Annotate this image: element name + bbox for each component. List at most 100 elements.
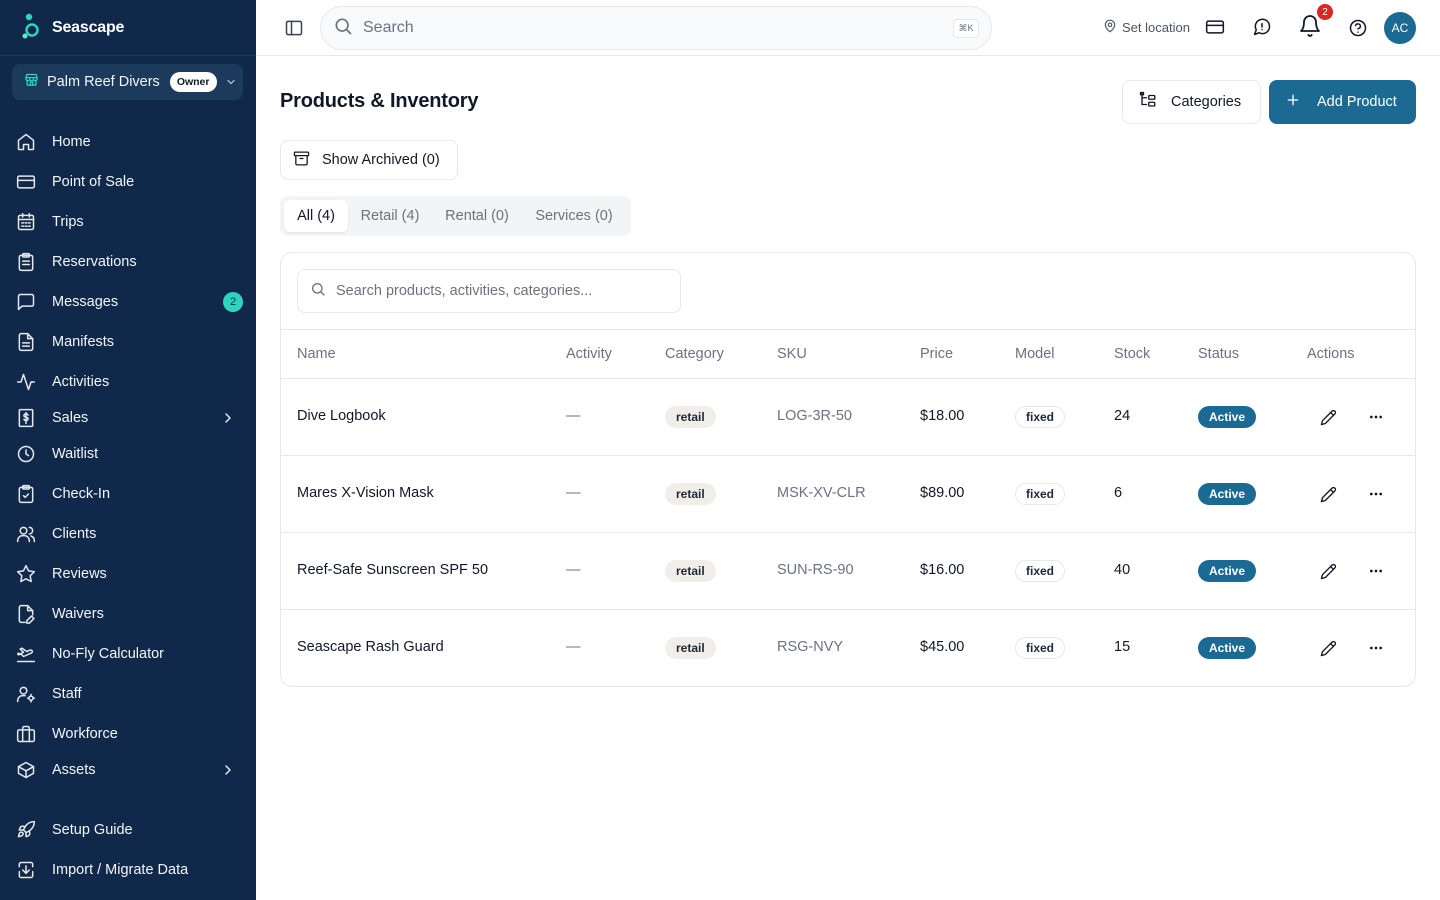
tab-retail[interactable]: Retail (4) (360, 208, 420, 224)
product-activity: — (566, 639, 581, 655)
add-product-label: Add Product (1317, 94, 1397, 110)
more-horizontal-icon[interactable] (1367, 408, 1385, 426)
org-switcher[interactable]: Palm Reef Divers Owner (12, 64, 243, 100)
set-location-button[interactable]: Set location (1103, 19, 1190, 36)
sidebar-item-reviews[interactable]: Reviews (0, 556, 256, 592)
more-horizontal-icon[interactable] (1367, 485, 1385, 503)
product-sku: MSK-XV-CLR (777, 485, 866, 501)
file-signature-icon (16, 604, 36, 624)
status-badge: Active (1198, 406, 1257, 428)
receipt-icon (16, 408, 36, 428)
column-header-model[interactable]: Model (1015, 346, 1055, 362)
product-stock: 40 (1114, 562, 1131, 578)
more-horizontal-icon[interactable] (1367, 639, 1385, 657)
sidebar-item-label: Reservations (52, 254, 137, 270)
help-circle-icon[interactable] (1348, 18, 1368, 43)
sidebar-item-messages[interactable]: Messages 2 (0, 284, 256, 320)
column-header-name[interactable]: Name (297, 346, 336, 362)
import-icon (16, 860, 36, 880)
sidebar-item-check-in[interactable]: Check-In (0, 476, 256, 512)
sidebar-item-label: Check-In (52, 486, 111, 502)
column-header-sku[interactable]: SKU (777, 346, 807, 362)
category-badge: retail (665, 406, 716, 428)
sidebar-item-clients[interactable]: Clients (0, 516, 256, 552)
table-row[interactable]: Mares X-Vision Mask — retail MSK-XV-CLR … (281, 456, 1415, 533)
sidebar-item-waivers[interactable]: Waivers (0, 596, 256, 632)
product-search-input[interactable]: Search products, activities, categories.… (297, 269, 681, 313)
product-sku: RSG-NVY (777, 639, 844, 655)
product-activity: — (566, 485, 581, 501)
sidebar-item-label: Staff (52, 686, 82, 702)
sidebar-item-home[interactable]: Home (0, 124, 256, 160)
column-header-stock[interactable]: Stock (1114, 346, 1151, 362)
product-search-placeholder: Search products, activities, categories.… (336, 283, 593, 299)
edit-pencil-icon[interactable] (1319, 485, 1337, 503)
sidebar-item-label: Clients (52, 526, 97, 542)
sidebar-item-reservations[interactable]: Reservations (0, 244, 256, 280)
edit-pencil-icon[interactable] (1319, 408, 1337, 426)
global-search-input[interactable]: Search ⌘K (320, 6, 992, 50)
folder-tree-icon (1139, 91, 1157, 113)
search-placeholder: Search (363, 19, 414, 36)
chevron-right-icon (220, 762, 236, 782)
product-price: $18.00 (920, 408, 965, 424)
sidebar-item-trips[interactable]: Trips (0, 204, 256, 240)
home-icon (16, 132, 36, 152)
column-header-activity[interactable]: Activity (566, 346, 612, 362)
categories-button[interactable]: Categories (1122, 80, 1261, 124)
show-archived-button[interactable]: Show Archived (0) (280, 140, 458, 180)
activity-icon (16, 372, 36, 392)
sidebar-item-staff[interactable]: Staff (0, 676, 256, 712)
credit-card-icon[interactable] (1205, 17, 1225, 42)
table-header: Name Activity Category SKU Price Model S… (281, 329, 1415, 379)
brand-name: Seascape (52, 19, 125, 36)
tab-services[interactable]: Services (0) (535, 208, 613, 224)
model-badge: fixed (1015, 406, 1066, 428)
shortcut-hint: ⌘K (953, 19, 979, 38)
column-header-category[interactable]: Category (665, 346, 724, 362)
sidebar-divider (0, 55, 256, 56)
edit-pencil-icon[interactable] (1319, 639, 1337, 657)
add-product-button[interactable]: Add Product (1269, 80, 1416, 124)
sidebar-item-label: Assets (52, 762, 96, 778)
user-cog-icon (16, 684, 36, 704)
edit-pencil-icon[interactable] (1319, 562, 1337, 580)
tab-all[interactable]: All (4) (284, 200, 348, 232)
bell-icon[interactable] (1298, 14, 1322, 43)
product-activity: — (566, 562, 581, 578)
sidebar-item-manifests[interactable]: Manifests (0, 324, 256, 360)
tab-rental[interactable]: Rental (0) (445, 208, 509, 224)
product-name: Dive Logbook (297, 408, 386, 424)
column-header-price[interactable]: Price (920, 346, 954, 362)
more-horizontal-icon[interactable] (1367, 562, 1385, 580)
sidebar-item-assets[interactable]: Assets (0, 752, 256, 788)
star-icon (16, 564, 36, 584)
set-location-label: Set location (1122, 20, 1190, 35)
sidebar-item-sales[interactable]: Sales (0, 400, 256, 436)
category-badge: retail (665, 483, 716, 505)
sidebar-item-activities[interactable]: Activities (0, 364, 256, 400)
users-icon (16, 524, 36, 544)
org-name: Palm Reef Divers (47, 74, 160, 90)
avatar[interactable]: AC (1384, 12, 1416, 44)
sidebar-item-setup-guide[interactable]: Setup Guide (0, 812, 256, 848)
product-name: Reef-Safe Sunscreen SPF 50 (297, 562, 489, 578)
sidebar-item-import-migrate-data[interactable]: Import / Migrate Data (0, 852, 256, 888)
table-row[interactable]: Seascape Rash Guard — retail RSG-NVY $45… (281, 610, 1415, 686)
sidebar-item-waitlist[interactable]: Waitlist (0, 436, 256, 472)
plane-icon (16, 644, 36, 664)
brand[interactable]: Seascape (20, 13, 125, 42)
column-header-status[interactable]: Status (1198, 346, 1240, 362)
table-row[interactable]: Reef-Safe Sunscreen SPF 50 — retail SUN-… (281, 533, 1415, 610)
sidebar-toggle-icon[interactable] (284, 18, 304, 43)
map-pin-icon (1103, 19, 1117, 36)
sidebar-item-point-of-sale[interactable]: Point of Sale (0, 164, 256, 200)
table-row[interactable]: Dive Logbook — retail LOG-3R-50 $18.00 f… (281, 379, 1415, 456)
sidebar-item-label: Waitlist (52, 446, 99, 462)
sidebar-item-label: Trips (52, 214, 84, 230)
messages-badge: 2 (223, 292, 243, 312)
status-badge: Active (1198, 637, 1257, 659)
sidebar-item-workforce[interactable]: Workforce (0, 716, 256, 752)
message-circle-icon[interactable] (1252, 17, 1272, 42)
sidebar-item-no-fly-calculator[interactable]: No-Fly Calculator (0, 636, 256, 672)
